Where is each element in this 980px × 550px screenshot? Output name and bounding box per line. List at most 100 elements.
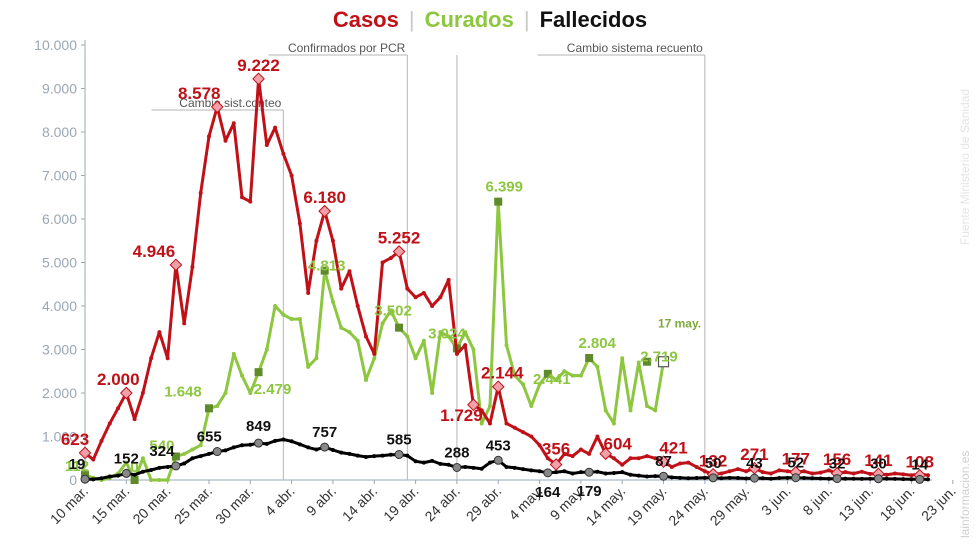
data-point	[314, 356, 319, 361]
data-label: 50	[705, 455, 722, 472]
data-point	[132, 417, 137, 422]
data-label: 0	[130, 459, 138, 476]
data-point	[826, 476, 831, 481]
data-point	[289, 317, 294, 322]
data-point	[760, 476, 765, 481]
data-point	[297, 221, 302, 226]
data-label: 1.729	[440, 406, 483, 425]
data-label: 2.719	[640, 349, 678, 366]
highlight-marker	[171, 452, 180, 461]
data-point	[99, 438, 104, 443]
data-point	[628, 408, 633, 413]
data-label: 132	[699, 451, 727, 470]
series-fallecidos	[80, 437, 930, 484]
data-point	[901, 477, 906, 482]
highlight-marker	[394, 450, 404, 460]
y-tick-label: 4.000	[42, 298, 77, 314]
data-label: 324	[149, 443, 175, 460]
data-point	[768, 471, 773, 476]
x-tick-label: 18 jun.	[877, 483, 918, 524]
y-tick-label: 0	[69, 472, 77, 488]
data-point	[554, 470, 559, 475]
data-point	[281, 437, 286, 442]
data-label: 4.946	[133, 242, 176, 261]
data-point	[653, 408, 658, 413]
x-tick-label: 10 mar.	[47, 483, 91, 527]
data-point	[413, 356, 418, 361]
data-point	[314, 447, 319, 452]
data-point	[413, 459, 418, 464]
y-tick-label: 5.000	[42, 255, 77, 271]
data-point	[636, 456, 641, 461]
data-label: 5.252	[378, 229, 421, 248]
data-point	[132, 472, 137, 477]
data-point	[909, 477, 914, 482]
data-label: 52	[787, 455, 804, 472]
data-point	[140, 469, 145, 474]
data-point	[653, 474, 658, 479]
data-point	[405, 453, 410, 458]
data-label: 3.024	[428, 325, 466, 342]
highlight-marker	[708, 473, 718, 483]
data-point	[306, 290, 311, 295]
data-point	[190, 264, 195, 269]
data-point	[446, 462, 451, 467]
data-label: 14	[911, 456, 928, 473]
data-point	[818, 476, 823, 481]
data-point	[339, 286, 344, 291]
data-point	[777, 476, 782, 481]
data-point	[851, 476, 856, 481]
data-point	[628, 472, 633, 477]
y-tick-label: 9.000	[42, 81, 77, 97]
data-point	[735, 467, 740, 472]
data-point	[529, 434, 534, 439]
data-point	[521, 467, 526, 472]
data-point	[504, 343, 509, 348]
data-point	[421, 290, 426, 295]
data-point	[645, 404, 649, 409]
x-tick-label: 24 may.	[665, 483, 711, 529]
data-point	[859, 469, 864, 474]
data-label: 1.648	[164, 383, 202, 400]
data-point	[802, 469, 807, 474]
data-label: 604	[603, 435, 632, 454]
highlight-marker	[212, 447, 222, 457]
data-point	[719, 476, 724, 481]
data-point	[479, 421, 484, 426]
data-label: 156	[823, 450, 851, 469]
data-point	[372, 351, 377, 356]
data-point	[157, 478, 162, 482]
data-label: 453	[486, 437, 511, 454]
highlight-marker	[252, 72, 265, 86]
data-point	[438, 295, 443, 300]
highlight-marker	[599, 447, 613, 461]
data-label: 849	[246, 418, 271, 435]
x-tick-label: 19 may.	[624, 483, 670, 529]
data-point	[273, 125, 278, 130]
data-point	[562, 451, 567, 456]
highlight-marker	[543, 369, 552, 378]
highlight-marker	[171, 461, 181, 471]
highlight-marker	[585, 354, 594, 363]
data-point	[694, 476, 699, 481]
data-label: 19	[69, 456, 86, 473]
data-label: 30	[870, 456, 887, 473]
data-point	[347, 330, 352, 335]
series-casos	[78, 72, 930, 482]
data-point	[529, 468, 534, 473]
data-point	[620, 356, 625, 361]
data-point	[851, 471, 856, 476]
data-point	[512, 373, 517, 378]
data-point	[116, 473, 121, 478]
data-point	[421, 338, 426, 343]
data-point	[678, 461, 683, 466]
data-point	[264, 441, 269, 446]
data-label: 141	[864, 451, 892, 470]
annotation-label: Cambio sistema recuento	[567, 41, 703, 55]
data-point	[529, 404, 534, 409]
highlight-marker	[791, 473, 801, 483]
data-point	[347, 451, 352, 456]
data-point	[595, 364, 600, 369]
data-point	[388, 452, 393, 457]
data-point	[231, 445, 236, 450]
